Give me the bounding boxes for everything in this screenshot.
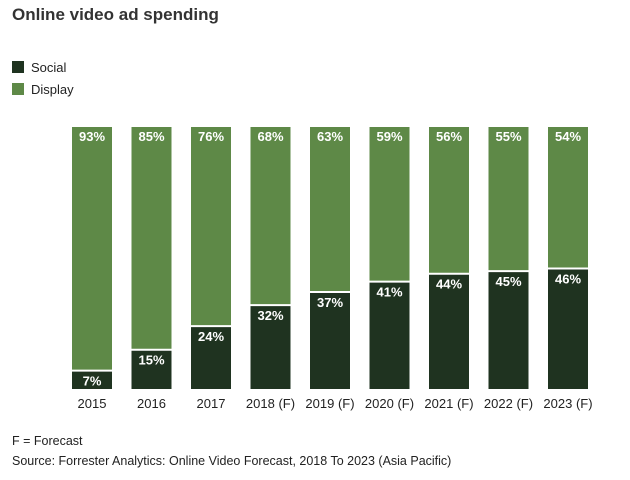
- bar-display: [429, 127, 469, 274]
- data-label-display: 85%: [138, 129, 164, 144]
- legend-swatch-social: [12, 61, 24, 73]
- x-tick-label: 2019 (F): [305, 396, 354, 411]
- bar-display: [191, 127, 231, 327]
- bar-social: [429, 273, 469, 389]
- bar-social: [369, 281, 410, 389]
- bar-display: [488, 127, 529, 272]
- x-tick-label: 2015: [78, 396, 107, 411]
- legend-item-display: Display: [12, 78, 74, 100]
- chart-legend: Social Display: [12, 56, 74, 100]
- legend-swatch-display: [12, 83, 24, 95]
- data-label-social: 44%: [436, 277, 462, 292]
- data-label-display: 55%: [495, 129, 521, 144]
- data-label-social: 24%: [198, 329, 224, 344]
- bar-social: [310, 292, 350, 389]
- bar-display: [131, 127, 172, 350]
- bar-social: [131, 349, 172, 389]
- data-label-display: 63%: [317, 129, 343, 144]
- bar-social: [191, 326, 231, 389]
- x-tick-label: 2021 (F): [424, 396, 473, 411]
- x-tick-label: 2016: [137, 396, 166, 411]
- x-tick-label: 2022 (F): [484, 396, 533, 411]
- data-label-display: 56%: [436, 129, 462, 144]
- data-label-social: 7%: [83, 374, 102, 389]
- data-label-social: 46%: [555, 271, 581, 286]
- bar-social: [548, 268, 588, 389]
- data-label-display: 68%: [257, 129, 283, 144]
- legend-label-display: Display: [31, 81, 74, 97]
- bar-display: [310, 127, 350, 293]
- data-label-display: 54%: [555, 129, 581, 144]
- chart-title: Online video ad spending: [12, 5, 219, 24]
- data-label-social: 15%: [138, 353, 164, 368]
- bar-display: [250, 127, 291, 306]
- data-label-social: 41%: [376, 285, 402, 300]
- legend-label-social: Social: [31, 59, 67, 75]
- x-tick-label: 2018 (F): [246, 396, 295, 411]
- bar-display: [548, 127, 588, 269]
- x-tick-label: 2020 (F): [365, 396, 414, 411]
- data-label-social: 45%: [495, 274, 521, 289]
- bar-display: [72, 127, 112, 371]
- data-label-display: 76%: [198, 129, 224, 144]
- legend-item-social: Social: [12, 56, 74, 78]
- bar-social: [250, 305, 291, 389]
- forecast-footnote: F = Forecast: [12, 434, 83, 448]
- bar-display: [369, 127, 410, 282]
- data-label-social: 37%: [317, 295, 343, 310]
- data-label-social: 32%: [257, 308, 283, 323]
- x-tick-label: 2017: [197, 396, 226, 411]
- bar-social: [72, 370, 112, 389]
- source-footnote: Source: Forrester Analytics: Online Vide…: [12, 454, 452, 468]
- data-label-display: 59%: [376, 129, 402, 144]
- data-label-display: 93%: [79, 129, 105, 144]
- bar-social: [488, 271, 529, 389]
- x-tick-label: 2023 (F): [543, 396, 592, 411]
